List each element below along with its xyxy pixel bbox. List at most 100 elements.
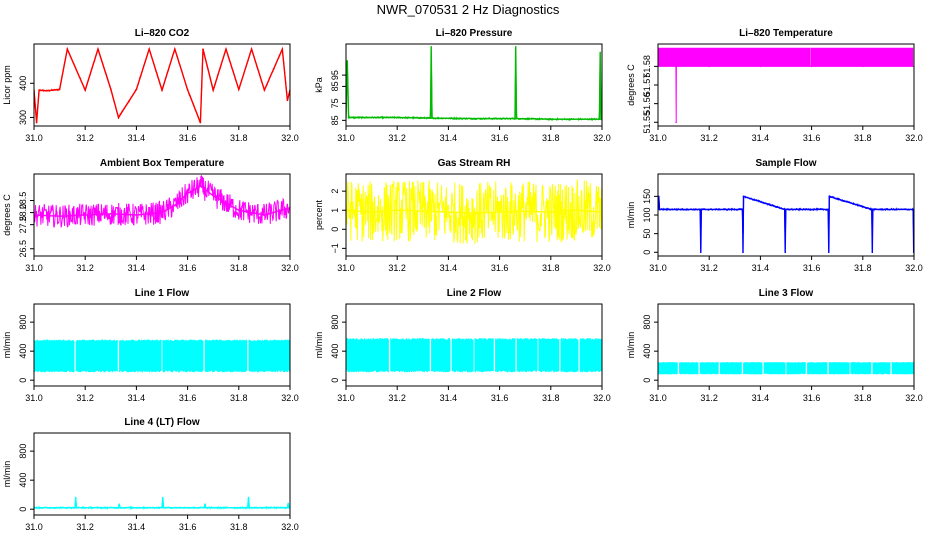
y-tick-label: 400 <box>18 76 28 91</box>
data-point <box>741 208 744 211</box>
x-tick-label: 31.8 <box>230 133 248 143</box>
x-tick-label: 32.0 <box>593 133 611 143</box>
figure-title: NWR_070531 2 Hz Diagnostics <box>376 2 560 17</box>
data-point <box>135 214 138 216</box>
data-point <box>575 209 578 212</box>
data-point <box>250 48 253 50</box>
x-tick-label: 32.0 <box>593 393 611 403</box>
y-tick-label: 0 <box>642 250 652 255</box>
y-tick-label: 0 <box>18 378 28 383</box>
x-tick-label: 31.0 <box>649 133 667 143</box>
series-band <box>34 339 290 373</box>
series-line <box>658 65 914 123</box>
data-point <box>498 211 501 213</box>
data-point <box>598 118 601 121</box>
series-group <box>658 47 914 124</box>
data-point <box>110 88 112 90</box>
y-tick-label: 51.56 <box>642 92 652 115</box>
data-point <box>396 209 398 212</box>
chart-panel-2: Li–820 Pressure kPa 31.0 31.2 31.4 31.6 31.8 32… <box>314 28 611 143</box>
data-point <box>135 88 138 91</box>
x-tick-label: 31.0 <box>337 263 355 273</box>
data-point <box>246 506 249 509</box>
plot-frame <box>33 303 291 387</box>
data-point <box>225 48 227 50</box>
data-point <box>524 210 526 212</box>
chart-title: Li–820 CO2 <box>135 28 190 39</box>
x-tick-label: 31.4 <box>128 393 146 403</box>
x-tick-label: 31.4 <box>128 133 146 143</box>
y-tick-label: 100 <box>642 207 652 222</box>
x-tick-label: 31.6 <box>803 393 821 403</box>
y-axis-label: degrees C <box>626 64 636 106</box>
y-axis-label: Licor ppm <box>2 65 12 105</box>
y-tick-label: −1 <box>330 243 340 253</box>
series-spikes <box>346 46 602 120</box>
chart-title: Li–820 Pressure <box>436 28 513 39</box>
data-point <box>515 117 518 120</box>
data-point <box>742 195 745 198</box>
y-tick-label: 51.58 <box>642 55 652 78</box>
x-tick-label: 31.0 <box>649 263 667 273</box>
y-tick-label: 400 <box>642 344 652 359</box>
data-point <box>263 214 266 216</box>
x-tick-label: 31.0 <box>649 393 667 403</box>
data-point <box>550 118 552 121</box>
data-point <box>204 503 206 505</box>
series-line <box>346 179 602 245</box>
data-point <box>708 65 710 68</box>
x-tick-label: 31.0 <box>25 522 43 532</box>
x-tick-label: 31.2 <box>388 263 406 273</box>
data-point <box>110 212 112 215</box>
x-tick-label: 31.4 <box>752 263 770 273</box>
data-point <box>248 506 251 509</box>
data-point <box>286 99 289 102</box>
data-point <box>827 251 830 254</box>
chart-title: Sample Flow <box>755 158 816 169</box>
data-point <box>447 211 450 213</box>
data-point <box>287 502 290 505</box>
data-point <box>700 208 703 211</box>
data-point <box>370 211 373 213</box>
x-tick-label: 32.0 <box>905 393 923 403</box>
y-axis-label: ml/min <box>626 202 636 229</box>
data-point <box>871 208 874 211</box>
x-tick-label: 31.8 <box>230 522 248 532</box>
data-point <box>212 89 214 91</box>
data-point <box>347 116 350 119</box>
series-group <box>34 46 290 124</box>
x-tick-label: 31.8 <box>542 393 560 403</box>
data-point <box>281 48 284 50</box>
y-tick-label: 1 <box>330 208 340 213</box>
series-group <box>346 179 602 245</box>
x-tick-label: 31.6 <box>179 393 197 403</box>
x-tick-label: 32.0 <box>281 133 299 143</box>
y-tick-label: 800 <box>330 315 340 330</box>
data-point <box>117 506 120 509</box>
y-axis-label: degrees C <box>2 194 12 236</box>
x-tick-label: 31.2 <box>700 133 718 143</box>
x-tick-label: 31.6 <box>179 263 197 273</box>
data-point <box>58 215 61 218</box>
data-point <box>58 88 61 91</box>
data-point <box>784 208 787 211</box>
data-point <box>675 121 677 124</box>
data-point <box>473 117 475 120</box>
data-point <box>759 65 762 68</box>
chart-title: Line 4 (LT) Flow <box>124 417 200 428</box>
data-point <box>118 503 121 505</box>
y-tick-label: 400 <box>18 473 28 488</box>
x-tick-label: 31.0 <box>25 133 43 143</box>
data-point <box>862 65 864 68</box>
y-axis-label: kPa <box>314 77 324 93</box>
x-tick-label: 32.0 <box>905 133 923 143</box>
y-tick-label: 2 <box>330 189 340 194</box>
x-tick-label: 32.0 <box>281 522 299 532</box>
data-point <box>161 211 163 214</box>
series-group <box>34 496 290 511</box>
data-point <box>35 121 38 124</box>
x-tick-label: 31.4 <box>440 393 458 403</box>
plot-frame <box>33 432 291 516</box>
chart-panel-6: Sample Flow ml/min 31.0 31.2 31.4 31.6 31.8 32.… <box>626 158 923 273</box>
data-point <box>161 496 164 499</box>
